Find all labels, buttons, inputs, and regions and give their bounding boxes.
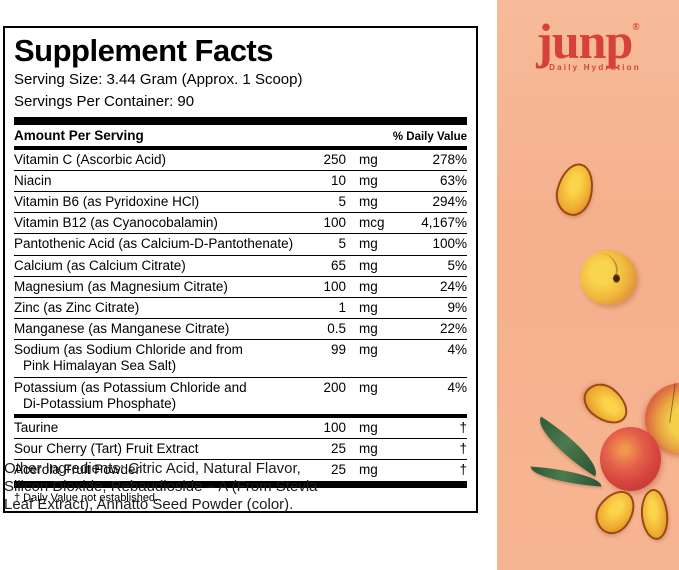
divider-thick-bottom: [14, 480, 467, 488]
nutrient-unit: mg: [359, 420, 378, 436]
nutrient-name: Sodium (as Sodium Chloride and from: [14, 342, 243, 358]
nutrient-amount: 100: [323, 420, 346, 436]
yellow-peach-graphic: [580, 250, 637, 305]
nutrient-unit: mg: [359, 236, 378, 252]
nutrient-amount: 1: [338, 299, 346, 315]
nutrient-dv: 63%: [439, 172, 467, 188]
nutrient-amount: 0.5: [327, 321, 346, 337]
nutrient-name: Calcium (as Calcium Citrate): [14, 257, 186, 273]
brand-logo-block: junp® Daily Hydration: [497, 16, 679, 72]
nutrient-amount: 10: [330, 172, 346, 188]
nutrient-amount: 100: [323, 215, 346, 231]
nutrient-dv: 4,167%: [421, 215, 467, 231]
nutrient-dv: 4%: [447, 379, 467, 395]
nutrient-dv: 9%: [447, 299, 467, 315]
nutrient-dv: 278%: [432, 151, 467, 167]
nutrient-name: Vitamin B6 (as Pyridoxine HCl): [14, 193, 200, 209]
nutrient-amount: 99: [330, 342, 346, 358]
nutrient-dv: †: [459, 462, 467, 478]
table-row: Vitamin B6 (as Pyridoxine HCl) 5 mg 294%: [14, 190, 467, 212]
nutrient-name-line2: Di-Potassium Phosphate): [23, 395, 177, 411]
nutrient-name: Vitamin C (Ascorbic Acid): [14, 151, 167, 167]
nutrient-amount: 5: [338, 193, 346, 209]
brand-tagline: Daily Hydration: [549, 63, 641, 72]
table-row: Potassium (as Potassium Chloride and Di-…: [14, 376, 467, 414]
nutrient-name: Magnesium (as Magnesium Citrate): [14, 278, 228, 294]
nutrient-amount: 65: [330, 257, 346, 273]
nutrient-amount: 25: [330, 462, 346, 478]
nutrient-name: Vitamin B12 (as Cyanocobalamin): [14, 215, 218, 231]
nutrient-name: Manganese (as Manganese Citrate): [14, 321, 230, 337]
facts-title: Supplement Facts: [14, 33, 274, 68]
nutrient-name: Zinc (as Zinc Citrate): [14, 299, 140, 315]
nutrient-unit: mg: [359, 321, 378, 337]
nutrient-name: Taurine: [14, 420, 59, 436]
brand-panel: junp® Daily Hydration: [497, 0, 679, 570]
table-row: Acerola Fruit Powder 25 mg †: [14, 459, 467, 480]
nutrient-unit: mg: [359, 379, 378, 395]
table-row: Vitamin C (Ascorbic Acid) 250 mg 278%: [14, 150, 467, 170]
nutrient-unit: mg: [359, 342, 378, 358]
daily-value-header: % Daily Value: [392, 130, 467, 143]
peach-slice-graphic: [638, 487, 671, 542]
nutrient-dv: †: [459, 420, 467, 436]
peach-slice-graphic: [551, 159, 599, 220]
nutrient-name: Pantothenic Acid (as Calcium-D-Pantothen…: [14, 236, 294, 252]
nutrient-unit: mg: [359, 151, 378, 167]
nutrient-dv: 4%: [447, 342, 467, 358]
nutrient-unit: mg: [359, 462, 378, 478]
nutrient-amount: 200: [323, 379, 346, 395]
supplement-facts-box: Supplement Facts Serving Size: 3.44 Gram…: [3, 26, 478, 513]
nutrients-section: Vitamin C (Ascorbic Acid) 250 mg 278% Ni…: [14, 150, 467, 414]
nutrient-dv: 5%: [447, 257, 467, 273]
nutrient-unit: mg: [359, 441, 378, 457]
nutrient-unit: mg: [359, 278, 378, 294]
table-row: Vitamin B12 (as Cyanocobalamin) 100 mcg …: [14, 212, 467, 233]
servings-per-container: Servings Per Container: 90: [14, 92, 195, 110]
nutrient-unit: mg: [359, 299, 378, 315]
divider-medium-section: [14, 414, 467, 419]
table-row: Pantothenic Acid (as Calcium-D-Pantothen…: [14, 233, 467, 254]
brand-name: junp: [536, 13, 633, 69]
peach-slice-graphic: [576, 375, 636, 433]
table-row: Zinc (as Zinc Citrate) 1 mg 9%: [14, 296, 467, 318]
nutrient-name: Acerola Fruit Powder: [14, 462, 141, 478]
column-header-row: Amount Per Serving % Daily Value: [14, 125, 467, 146]
nutrient-dv: 24%: [439, 278, 467, 294]
other-ingredients: Other Ingredients: Citric Acid, Natural …: [4, 460, 318, 513]
nutrient-name: Sour Cherry (Tart) Fruit Extract: [14, 441, 199, 457]
nutrient-amount: 25: [330, 441, 346, 457]
table-row: Manganese (as Manganese Citrate) 0.5 mg …: [14, 318, 467, 339]
nutrient-name-line2: Pink Himalayan Sea Salt): [23, 358, 177, 374]
nutrient-unit: mg: [359, 172, 378, 188]
nutrient-dv: 100%: [432, 236, 467, 252]
nutrient-name: Niacin: [14, 172, 52, 188]
nutrient-dv: 294%: [432, 193, 467, 209]
nutrient-dv: 22%: [439, 321, 467, 337]
table-row: Taurine 100 mg †: [14, 418, 467, 438]
nutrient-unit: mg: [359, 193, 378, 209]
table-row: Magnesium (as Magnesium Citrate) 100 mg …: [14, 275, 467, 297]
amount-per-serving-header: Amount Per Serving: [14, 127, 144, 143]
divider-medium-header: [14, 145, 467, 150]
serving-size: Serving Size: 3.44 Gram (Approx. 1 Scoop…: [14, 70, 303, 88]
nutrient-amount: 100: [323, 278, 346, 294]
nutrient-unit: mcg: [359, 215, 385, 231]
other-nutrients-section: Taurine 100 mg † Sour Cherry (Tart) Frui…: [14, 418, 467, 481]
nutrient-amount: 250: [323, 151, 346, 167]
table-row: Calcium (as Calcium Citrate) 65 mg 5%: [14, 254, 467, 276]
nutrient-amount: 5: [338, 236, 346, 252]
trademark-symbol: ®: [632, 22, 640, 33]
red-peach-graphic: [600, 427, 661, 491]
table-row: Sour Cherry (Tart) Fruit Extract 25 mg †: [14, 438, 467, 459]
peach-slice-graphic: [587, 483, 644, 541]
nutrient-dv: †: [459, 441, 467, 457]
table-row: Niacin 10 mg 63%: [14, 169, 467, 191]
daily-value-footnote: † Daily Value not established.: [14, 491, 159, 504]
divider-thick-top: [14, 116, 467, 125]
brand-logo: junp®: [497, 16, 679, 66]
table-row: Sodium (as Sodium Chloride and from Pink…: [14, 339, 467, 376]
nutrient-name: Potassium (as Potassium Chloride and: [14, 379, 247, 395]
nutrient-unit: mg: [359, 257, 378, 273]
